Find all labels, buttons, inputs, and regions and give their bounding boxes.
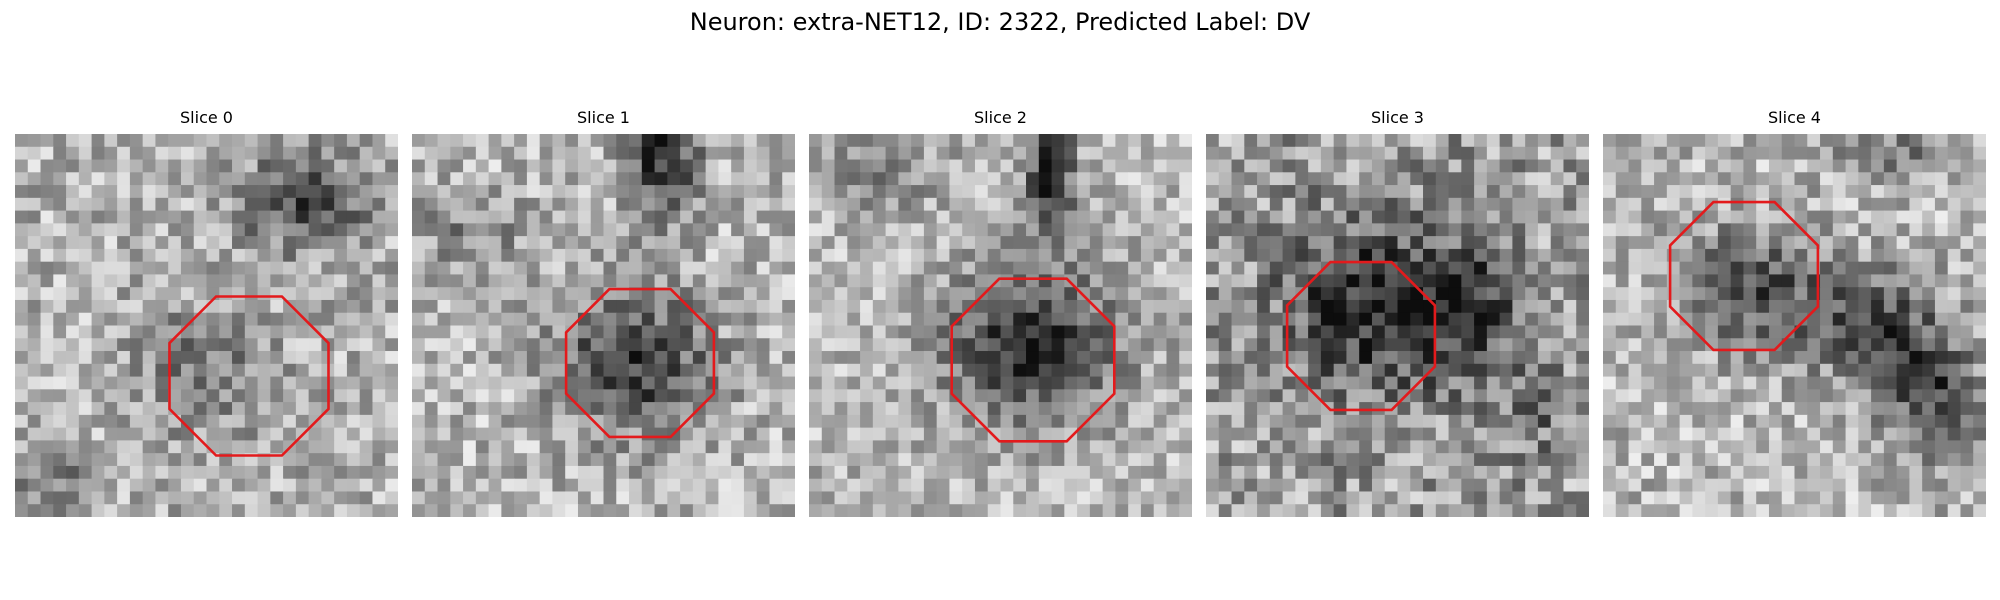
slice-image xyxy=(412,134,795,517)
figure-title: Neuron: extra-NET12, ID: 2322, Predicted… xyxy=(689,8,1311,36)
pixel-texture xyxy=(1603,134,1986,517)
slice-image xyxy=(1603,134,1986,517)
pixel-texture xyxy=(1206,134,1589,517)
slice-image xyxy=(809,134,1192,517)
slice-title: Slice 2 xyxy=(974,108,1027,127)
roi-outline xyxy=(1285,260,1437,412)
roi-outline xyxy=(950,277,1116,443)
slice-image xyxy=(15,134,398,517)
roi-outline xyxy=(564,287,716,439)
slice-title: Slice 3 xyxy=(1371,108,1424,127)
roi-outline xyxy=(168,295,330,457)
slice-title: Slice 1 xyxy=(577,108,630,127)
pixel-texture xyxy=(809,134,1192,517)
pixel-texture xyxy=(15,134,398,517)
roi-outline xyxy=(1668,200,1820,352)
slice-title: Slice 0 xyxy=(180,108,233,127)
slice-title: Slice 4 xyxy=(1768,108,1821,127)
pixel-texture xyxy=(412,134,795,517)
slice-image xyxy=(1206,134,1589,517)
